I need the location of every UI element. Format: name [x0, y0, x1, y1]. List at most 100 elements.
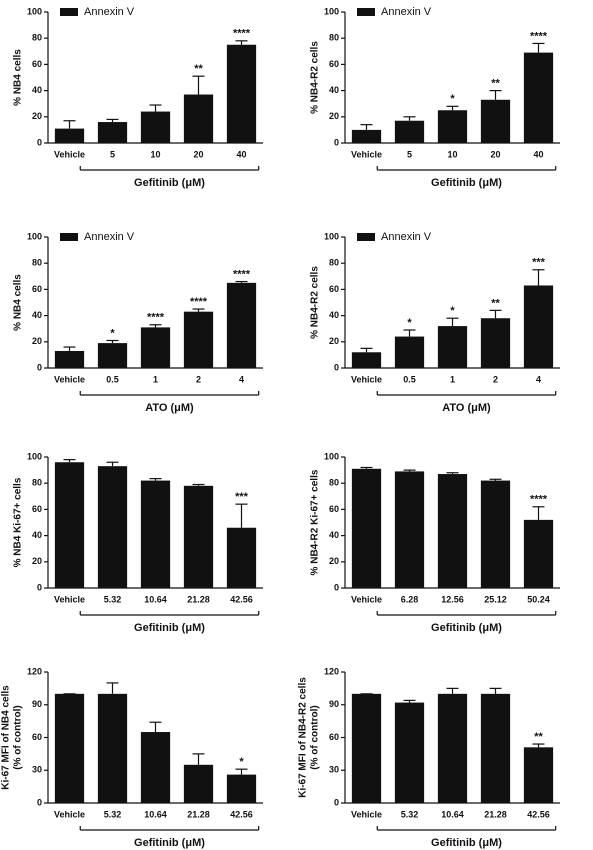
y-tick-label: 100	[27, 231, 42, 241]
legend-label: Annexin V	[381, 6, 432, 18]
significance-label: ****	[530, 494, 548, 506]
bar	[480, 480, 511, 588]
legend-label: Annexin V	[84, 6, 135, 18]
bar	[394, 120, 425, 143]
significance-label: *	[239, 756, 244, 768]
x-tick-label: 2	[196, 374, 201, 384]
bar	[97, 122, 128, 143]
x-tick-label: 0.5	[106, 374, 119, 384]
bar	[140, 732, 171, 803]
y-tick-label: 0	[37, 362, 42, 372]
y-tick-label: 40	[32, 85, 42, 95]
bar	[140, 111, 171, 143]
x-group-label: Gefitinib (μM)	[134, 622, 205, 634]
x-tick-label: 42.56	[527, 809, 550, 819]
y-tick-label: 0	[37, 582, 42, 592]
y-tick-label: 30	[32, 765, 42, 775]
x-tick-label: 40	[533, 149, 543, 159]
significance-label: ****	[190, 296, 208, 308]
x-group-label: Gefitinib (μM)	[431, 177, 502, 189]
legend-swatch	[357, 233, 375, 241]
bar	[54, 350, 85, 368]
bar	[226, 527, 257, 588]
y-tick-label: 100	[324, 451, 339, 461]
y-axis-label: (% of control)	[310, 705, 321, 769]
significance-label: *	[450, 93, 455, 105]
y-tick-label: 100	[324, 6, 339, 16]
x-tick-label: 5	[407, 149, 412, 159]
x-group-label: Gefitinib (μM)	[431, 622, 502, 634]
significance-label: ****	[530, 30, 548, 42]
y-tick-label: 120	[27, 666, 42, 676]
significance-label: *	[110, 327, 115, 339]
legend-label: Annexin V	[381, 231, 432, 243]
bar	[394, 702, 425, 803]
y-tick-label: 100	[27, 6, 42, 16]
bar	[183, 764, 214, 803]
significance-label: **	[491, 297, 500, 309]
y-axis-label: Ki-67 MFI of NB4-R2 cells	[298, 677, 309, 798]
y-tick-label: 60	[329, 504, 339, 514]
bar	[140, 480, 171, 588]
x-tick-label: Vehicle	[351, 149, 382, 159]
y-tick-label: 20	[329, 556, 339, 566]
y-tick-label: 40	[32, 530, 42, 540]
bar	[97, 693, 128, 803]
y-tick-label: 0	[37, 137, 42, 147]
y-tick-label: 120	[324, 666, 339, 676]
bar	[54, 462, 85, 588]
y-tick-label: 40	[32, 310, 42, 320]
x-tick-label: 21.28	[187, 809, 210, 819]
y-tick-label: 20	[32, 556, 42, 566]
legend-swatch	[60, 8, 78, 16]
x-group-label: Gefitinib (μM)	[134, 177, 205, 189]
x-tick-label: 4	[239, 374, 244, 384]
x-tick-label: 20	[490, 149, 500, 159]
x-tick-label: Vehicle	[54, 594, 85, 604]
bar	[480, 693, 511, 803]
y-axis-label: Ki-67 MFI of NB4 cells	[1, 685, 12, 790]
bar	[140, 327, 171, 368]
y-axis-label: (% of control)	[13, 705, 24, 769]
significance-label: **	[491, 78, 500, 90]
bar	[226, 774, 257, 803]
x-tick-label: 0.5	[403, 374, 416, 384]
bar	[437, 326, 468, 368]
x-tick-label: 25.12	[484, 594, 507, 604]
bar	[523, 519, 554, 588]
bar	[437, 474, 468, 588]
x-tick-label: 4	[536, 374, 541, 384]
x-tick-label: 50.24	[527, 594, 550, 604]
bar	[480, 318, 511, 368]
x-tick-label: 5	[110, 149, 115, 159]
x-group-label: ATO (μM)	[442, 402, 491, 414]
bar	[351, 693, 382, 803]
bar	[183, 485, 214, 588]
y-tick-label: 60	[329, 732, 339, 742]
x-tick-label: 10.64	[441, 809, 464, 819]
legend-label: Annexin V	[84, 231, 135, 243]
bar	[480, 99, 511, 143]
bar	[54, 128, 85, 143]
y-tick-label: 40	[329, 530, 339, 540]
y-tick-label: 80	[32, 258, 42, 268]
significance-label: ****	[233, 268, 251, 280]
x-tick-label: Vehicle	[54, 809, 85, 819]
bar	[394, 471, 425, 588]
bar	[437, 110, 468, 143]
bar	[226, 44, 257, 143]
bar	[351, 129, 382, 143]
x-tick-label: 42.56	[230, 594, 253, 604]
bar	[226, 282, 257, 368]
x-tick-label: 5.32	[104, 809, 122, 819]
x-tick-label: Vehicle	[351, 374, 382, 384]
x-tick-label: 10.64	[144, 594, 167, 604]
bar	[523, 52, 554, 143]
y-axis-label: % NB4 Ki-67+ cells	[13, 477, 24, 567]
x-tick-label: 2	[493, 374, 498, 384]
x-tick-label: 6.28	[401, 594, 419, 604]
x-tick-label: 10.64	[144, 809, 167, 819]
x-tick-label: 20	[193, 149, 203, 159]
significance-label: ****	[233, 28, 251, 40]
